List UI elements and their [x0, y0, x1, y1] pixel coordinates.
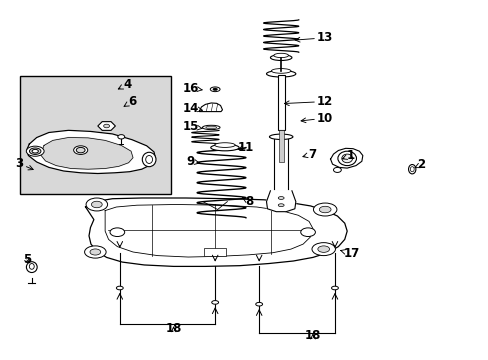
- Ellipse shape: [273, 53, 288, 58]
- Ellipse shape: [84, 246, 106, 258]
- Polygon shape: [27, 130, 155, 174]
- Ellipse shape: [409, 167, 413, 172]
- Bar: [278, 130, 283, 162]
- Ellipse shape: [116, 286, 123, 290]
- Ellipse shape: [74, 146, 87, 154]
- Ellipse shape: [26, 146, 44, 156]
- Ellipse shape: [337, 151, 356, 166]
- Ellipse shape: [407, 165, 415, 174]
- Text: 16: 16: [182, 82, 202, 95]
- Polygon shape: [41, 138, 133, 169]
- Ellipse shape: [331, 286, 338, 290]
- Ellipse shape: [333, 167, 341, 172]
- Ellipse shape: [212, 88, 217, 90]
- Ellipse shape: [341, 154, 352, 163]
- Text: 1: 1: [342, 149, 354, 162]
- Ellipse shape: [29, 148, 41, 154]
- Bar: [204, 248, 226, 256]
- Bar: [277, 75, 284, 130]
- Ellipse shape: [26, 262, 37, 273]
- Text: 11: 11: [237, 141, 253, 154]
- Polygon shape: [98, 122, 115, 130]
- Ellipse shape: [145, 156, 152, 163]
- Text: 18: 18: [304, 329, 321, 342]
- Ellipse shape: [110, 228, 124, 237]
- Ellipse shape: [270, 55, 291, 60]
- Ellipse shape: [86, 198, 107, 211]
- Ellipse shape: [90, 249, 101, 255]
- Ellipse shape: [255, 302, 262, 306]
- Text: 12: 12: [284, 95, 333, 108]
- Ellipse shape: [311, 243, 335, 256]
- Ellipse shape: [214, 143, 235, 148]
- Text: 10: 10: [301, 112, 333, 125]
- Ellipse shape: [76, 148, 85, 153]
- Ellipse shape: [271, 68, 290, 73]
- Text: 17: 17: [340, 247, 360, 260]
- Ellipse shape: [313, 203, 336, 216]
- Ellipse shape: [205, 126, 216, 129]
- Ellipse shape: [142, 152, 156, 167]
- Text: 4: 4: [118, 78, 131, 91]
- Ellipse shape: [278, 197, 284, 199]
- Ellipse shape: [210, 87, 220, 91]
- Text: 5: 5: [23, 253, 31, 266]
- Text: 3: 3: [16, 157, 33, 170]
- Ellipse shape: [210, 144, 239, 151]
- Ellipse shape: [29, 264, 34, 269]
- Text: 15: 15: [182, 120, 202, 133]
- Ellipse shape: [317, 246, 329, 252]
- Polygon shape: [199, 103, 222, 112]
- Polygon shape: [85, 198, 346, 266]
- Text: 13: 13: [295, 31, 333, 44]
- Bar: [274, 137, 287, 191]
- Polygon shape: [105, 204, 312, 257]
- Text: 14: 14: [182, 102, 202, 114]
- Ellipse shape: [278, 204, 284, 207]
- Ellipse shape: [32, 149, 38, 153]
- Ellipse shape: [266, 71, 295, 77]
- Ellipse shape: [211, 301, 218, 304]
- Ellipse shape: [202, 125, 220, 130]
- Text: 7: 7: [302, 148, 315, 161]
- Ellipse shape: [118, 135, 124, 139]
- Polygon shape: [266, 191, 295, 212]
- Polygon shape: [330, 148, 362, 168]
- Text: 8: 8: [242, 195, 253, 208]
- Ellipse shape: [269, 134, 292, 139]
- Bar: [20, 76, 171, 194]
- Ellipse shape: [103, 124, 109, 128]
- Text: 6: 6: [124, 95, 136, 108]
- Text: 18: 18: [165, 322, 182, 335]
- Ellipse shape: [91, 201, 102, 208]
- Ellipse shape: [319, 206, 330, 213]
- Text: 9: 9: [186, 155, 199, 168]
- Ellipse shape: [300, 228, 315, 237]
- Text: 2: 2: [414, 158, 425, 171]
